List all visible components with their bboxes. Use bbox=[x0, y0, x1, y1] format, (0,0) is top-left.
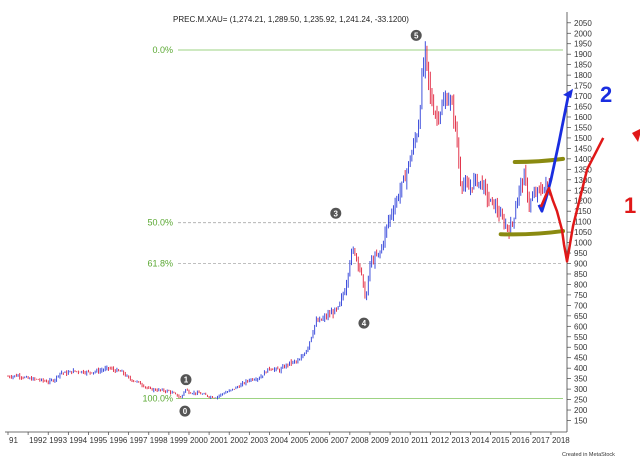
y-tick-label: 400 bbox=[574, 364, 588, 373]
x-tick-label: 1998 bbox=[150, 436, 168, 445]
x-tick-label: 91 bbox=[9, 436, 18, 445]
y-tick-label: 1200 bbox=[574, 197, 592, 206]
wave-label-circle bbox=[358, 317, 370, 329]
support-band bbox=[498, 229, 566, 237]
y-tick-label: 1550 bbox=[574, 123, 592, 132]
y-tick-label: 750 bbox=[574, 291, 588, 300]
wave-label-5: 5 bbox=[414, 31, 419, 40]
x-tick-label: 2007 bbox=[331, 436, 349, 445]
x-tick-label: 1994 bbox=[69, 436, 87, 445]
y-tick-label: 1950 bbox=[574, 40, 592, 49]
y-tick-label: 450 bbox=[574, 354, 588, 363]
y-tick-label: 1250 bbox=[574, 186, 592, 195]
x-tick-label: 2012 bbox=[431, 436, 449, 445]
y-tick-label: 950 bbox=[574, 249, 588, 258]
blue-arrowhead bbox=[563, 88, 574, 99]
red-wave-label: 1 bbox=[624, 193, 636, 218]
x-tick-label: 2002 bbox=[230, 436, 248, 445]
x-tick-label: 1995 bbox=[89, 436, 107, 445]
y-tick-label: 300 bbox=[574, 385, 588, 394]
y-tick-label: 1900 bbox=[574, 50, 592, 59]
chart-title: PREC.M.XAU= (1,274.21, 1,289.50, 1,235.9… bbox=[173, 15, 409, 24]
y-tick-label: 1650 bbox=[574, 103, 592, 112]
y-tick-label: 1450 bbox=[574, 144, 592, 153]
x-tick-label: 2005 bbox=[291, 436, 309, 445]
y-tick-label: 1600 bbox=[574, 113, 592, 122]
x-tick-label: 2010 bbox=[391, 436, 409, 445]
price-bars bbox=[7, 41, 550, 400]
wave-label-circle bbox=[179, 405, 191, 417]
x-tick-label: 1997 bbox=[130, 436, 148, 445]
y-tick-label: 850 bbox=[574, 270, 588, 279]
y-tick-label: 1050 bbox=[574, 228, 592, 237]
y-tick-label: 900 bbox=[574, 260, 588, 269]
y-tick-label: 1850 bbox=[574, 61, 592, 70]
hand-drawn-annotations: 21 bbox=[498, 82, 640, 263]
wave-label-circle bbox=[410, 29, 422, 41]
y-tick-label: 550 bbox=[574, 333, 588, 342]
wave-label-1: 1 bbox=[184, 376, 189, 385]
y-tick-label: 150 bbox=[574, 417, 588, 426]
x-tick-label: 2016 bbox=[512, 436, 530, 445]
x-tick-label: 1996 bbox=[110, 436, 128, 445]
y-tick-label: 500 bbox=[574, 343, 588, 352]
x-tick-label: 2003 bbox=[250, 436, 268, 445]
y-tick-label: 700 bbox=[574, 301, 588, 310]
wave-label-0: 0 bbox=[183, 407, 188, 416]
x-tick-label: 2014 bbox=[472, 436, 490, 445]
y-tick-label: 2050 bbox=[574, 19, 592, 28]
wave-label-circle bbox=[180, 374, 192, 386]
y-tick-label: 350 bbox=[574, 375, 588, 384]
x-axis-ticks: 91 1992 1993 1994 1995 1996 1997 1998 1999 2000 20… bbox=[7, 432, 570, 445]
y-tick-label: 1100 bbox=[574, 218, 592, 227]
metastock-credit: Created in MetaStock bbox=[562, 452, 615, 458]
y-tick-label: 1500 bbox=[574, 134, 592, 143]
blue-wave-label: 2 bbox=[600, 82, 612, 107]
x-tick-label: 2018 bbox=[552, 436, 570, 445]
y-tick-label: 1150 bbox=[574, 207, 592, 216]
x-tick-label: 2017 bbox=[532, 436, 550, 445]
fibonacci-levels: 0.0% 50.0% 61.8% 100.0% bbox=[142, 45, 563, 404]
wave-label-3: 3 bbox=[334, 209, 339, 218]
y-tick-label: 1350 bbox=[574, 165, 592, 174]
red-arrowhead bbox=[632, 129, 640, 142]
x-tick-label: 2009 bbox=[371, 436, 389, 445]
resistance-band bbox=[512, 156, 566, 164]
y-tick-label: 1000 bbox=[574, 239, 592, 248]
wave-label-4: 4 bbox=[362, 319, 367, 328]
x-tick-label: 2011 bbox=[411, 436, 429, 445]
x-tick-label: 2001 bbox=[210, 436, 228, 445]
x-tick-label: 2006 bbox=[311, 436, 329, 445]
elliott-wave-labels: 0 1 3 4 5 bbox=[179, 29, 422, 417]
y-tick-label: 2000 bbox=[574, 29, 592, 38]
x-tick-label: 1992 bbox=[29, 436, 47, 445]
y-tick-label: 1750 bbox=[574, 82, 592, 91]
y-tick-label: 800 bbox=[574, 280, 588, 289]
y-tick-label: 1800 bbox=[574, 71, 592, 80]
fib-label: 0.0% bbox=[152, 45, 173, 55]
y-tick-label: 1400 bbox=[574, 155, 592, 164]
x-tick-label: 2000 bbox=[190, 436, 208, 445]
x-tick-label: 1999 bbox=[170, 436, 188, 445]
y-tick-label: 650 bbox=[574, 312, 588, 321]
fib-label: 50.0% bbox=[147, 218, 173, 228]
x-tick-label: 2013 bbox=[451, 436, 469, 445]
y-tick-label: 250 bbox=[574, 396, 588, 405]
x-tick-label: 2015 bbox=[492, 436, 510, 445]
fib-label: 100.0% bbox=[142, 394, 173, 404]
x-tick-label: 2008 bbox=[351, 436, 369, 445]
x-tick-label: 2004 bbox=[270, 436, 288, 445]
fib-label: 61.8% bbox=[147, 259, 173, 269]
x-tick-label: 1993 bbox=[49, 436, 67, 445]
y-tick-label: 600 bbox=[574, 322, 588, 331]
red-projection-line bbox=[539, 137, 605, 263]
y-tick-label: 1700 bbox=[574, 92, 592, 101]
y-tick-label: 200 bbox=[574, 406, 588, 415]
wave-label-circle bbox=[330, 207, 342, 219]
